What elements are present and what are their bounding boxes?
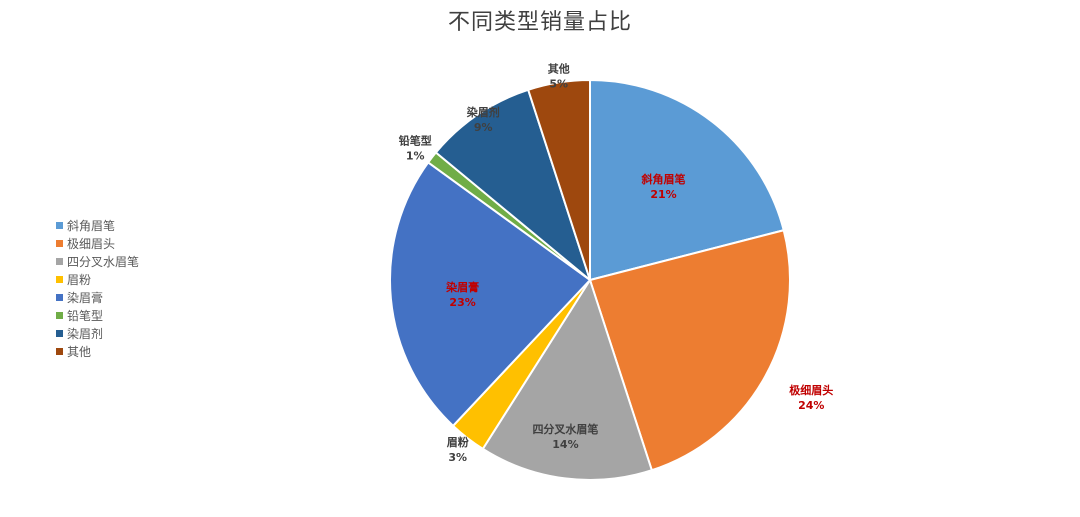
legend-item: 染眉膏 <box>56 288 139 306</box>
legend-item: 铅笔型 <box>56 306 139 324</box>
slice-category-label: 眉粉 <box>447 435 469 449</box>
slice-category-label: 极细眉头 <box>789 383 833 397</box>
legend-label: 铅笔型 <box>67 308 104 323</box>
legend-item: 其他 <box>56 342 139 360</box>
legend-item: 眉粉 <box>56 270 139 288</box>
chart-legend: 斜角眉笔极细眉头四分叉水眉笔 眉粉染眉膏铅笔型染眉剂其他 <box>56 216 139 360</box>
legend-item: 斜角眉笔 <box>56 216 139 234</box>
legend-label: 极细眉头 <box>67 236 116 251</box>
slice-percent-label: 24% <box>798 399 824 412</box>
slice-category-label: 铅笔型 <box>399 134 432 148</box>
legend-swatch <box>56 239 63 247</box>
legend-label: 眉粉 <box>67 272 92 287</box>
legend-item: 四分叉水眉笔 <box>56 252 139 270</box>
legend-swatch <box>56 329 63 337</box>
slice-category-label: 其他 <box>548 61 570 75</box>
slice-percent-label: 14% <box>552 438 578 451</box>
legend-label: 其他 <box>67 344 92 359</box>
legend-item: 极细眉头 <box>56 234 139 252</box>
legend-label: 染眉剂 <box>67 326 104 341</box>
pie-slice <box>526 78 591 281</box>
pie-slice <box>389 161 592 428</box>
slice-percent-label: 9% <box>474 121 493 134</box>
pie-slice <box>589 78 785 282</box>
legend-swatch <box>56 311 63 319</box>
slice-percent-label: 23% <box>449 296 475 309</box>
slice-category-label: 斜角眉笔 <box>641 172 686 186</box>
legend-swatch <box>56 347 63 355</box>
pie-slice <box>588 229 791 472</box>
slice-percent-label: 5% <box>549 77 568 90</box>
slice-percent-label: 3% <box>448 451 467 464</box>
legend-label: 染眉膏 <box>67 290 104 305</box>
slice-category-label: 四分叉水眉笔 <box>532 422 598 436</box>
legend-label: 斜角眉笔 <box>67 218 116 233</box>
legend-swatch <box>56 275 63 283</box>
legend-swatch <box>56 221 63 229</box>
legend-item: 染眉剂 <box>56 324 139 342</box>
pie-slice <box>434 88 593 283</box>
legend-swatch <box>56 293 63 301</box>
pie-slice <box>481 277 654 481</box>
slice-category-label: 染眉剂 <box>467 105 500 119</box>
slice-category-label: 染眉膏 <box>446 280 479 294</box>
legend-label: 四分叉水眉笔 <box>67 254 140 269</box>
slice-percent-label: 21% <box>650 188 676 201</box>
chart-title: 不同类型销量占比 <box>447 10 632 35</box>
slice-percent-label: 1% <box>406 150 425 163</box>
legend-swatch <box>56 257 63 265</box>
